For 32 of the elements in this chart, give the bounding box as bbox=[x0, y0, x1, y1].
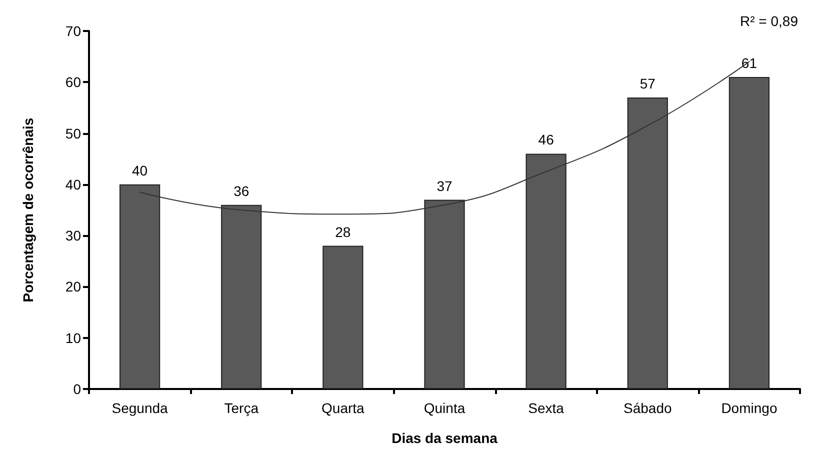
x-tick-label: Domingo bbox=[721, 400, 778, 416]
bar bbox=[526, 154, 566, 389]
bar bbox=[728, 77, 770, 389]
y-tick-label: 20 bbox=[65, 278, 82, 295]
text: R² = 0,89 bbox=[740, 13, 798, 29]
x-tick-label: Sexta bbox=[528, 400, 564, 416]
x-tick-label: Terça bbox=[224, 400, 259, 416]
y-tick-label: 40 bbox=[65, 176, 82, 192]
bar bbox=[119, 184, 160, 389]
x-axis-title: Dias da semana bbox=[392, 430, 498, 446]
y-tick-label: 30 bbox=[65, 228, 82, 244]
data-label: 40 bbox=[132, 162, 148, 178]
x-tick-label: Quarta bbox=[322, 400, 365, 416]
y-tick-label: 0 bbox=[73, 381, 82, 397]
bar bbox=[627, 97, 668, 389]
y-tick-label: 60 bbox=[65, 74, 82, 90]
y-axis-title: Porcentagem de ocorrênais bbox=[20, 118, 36, 302]
x-tick-label: Quinta bbox=[424, 400, 466, 416]
data-label: 37 bbox=[436, 178, 452, 194]
bar bbox=[424, 200, 465, 389]
x-tick-label: Sábado bbox=[624, 400, 672, 416]
bar bbox=[221, 204, 262, 389]
data-label: 61 bbox=[741, 55, 758, 72]
x-tick-label: Segunda bbox=[112, 400, 168, 416]
data-label: 57 bbox=[640, 75, 656, 92]
y-tick-label: 10 bbox=[65, 330, 82, 346]
data-label: 28 bbox=[335, 224, 351, 240]
y-tick-label: 70 bbox=[65, 23, 82, 39]
bar bbox=[322, 246, 364, 389]
data-label: 36 bbox=[234, 182, 250, 199]
data-label: 46 bbox=[538, 132, 554, 148]
y-tick-label: 50 bbox=[65, 125, 82, 142]
